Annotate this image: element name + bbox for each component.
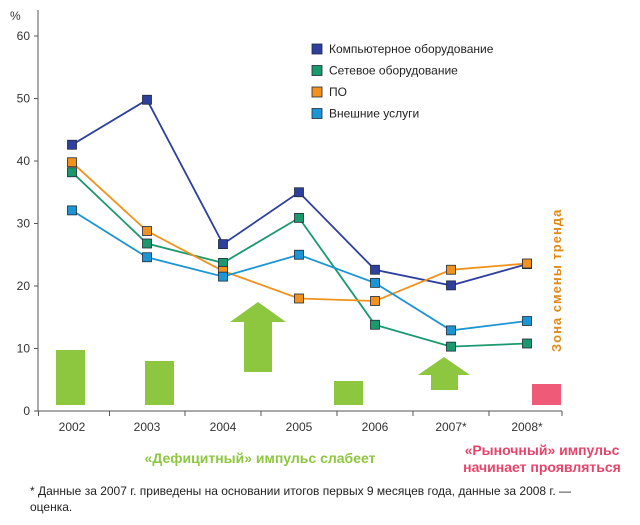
series-line bbox=[71, 209, 528, 332]
footnote: * Данные за 2007 г. приведены на основан… bbox=[30, 484, 572, 514]
data-point bbox=[142, 252, 152, 263]
deficit-bar-2006 bbox=[334, 381, 363, 405]
x-tick-label: 2005 bbox=[286, 420, 313, 434]
y-axis-ticks: 0 10 20 30 40 50 60 bbox=[17, 29, 38, 418]
x-tick-label: 2007* bbox=[435, 420, 467, 434]
y-axis-unit-label: % bbox=[10, 9, 21, 23]
legend-label: ПО bbox=[329, 85, 347, 99]
x-tick-label: 2004 bbox=[210, 420, 237, 434]
x-tick-label: 2008* bbox=[511, 420, 543, 434]
y-tick-label: 20 bbox=[17, 279, 31, 293]
legend-swatch bbox=[311, 65, 323, 76]
data-point bbox=[67, 205, 77, 216]
data-point bbox=[370, 264, 380, 275]
legend: Компьютерное оборудование Сетевое оборудо… bbox=[311, 42, 494, 121]
data-point bbox=[294, 293, 304, 304]
data-point bbox=[218, 257, 228, 268]
legend-label: Внешние услуги bbox=[329, 107, 419, 121]
market-impulse-label: «Рыночный» импульс начинает проявляться bbox=[463, 442, 621, 475]
legend-label: Компьютерное оборудование bbox=[329, 42, 494, 56]
data-point bbox=[67, 157, 77, 168]
x-tick-label: 2006 bbox=[362, 420, 389, 434]
data-point bbox=[446, 325, 456, 336]
x-tick-label: 2003 bbox=[134, 420, 161, 434]
data-point bbox=[370, 277, 380, 288]
data-point bbox=[67, 139, 77, 150]
legend-label: Сетевое оборудование bbox=[329, 64, 458, 78]
data-point bbox=[142, 226, 152, 236]
data-point bbox=[294, 249, 304, 260]
y-tick-label: 0 bbox=[23, 404, 30, 418]
data-point bbox=[294, 187, 304, 198]
data-point bbox=[370, 296, 380, 306]
data-point bbox=[522, 338, 532, 349]
data-point bbox=[522, 316, 532, 326]
impulse-markers bbox=[56, 302, 561, 405]
data-point bbox=[218, 271, 228, 282]
data-point bbox=[142, 238, 152, 249]
data-point bbox=[218, 239, 228, 250]
trend-change-zone-label: Зона смены тренда bbox=[549, 209, 564, 352]
data-point bbox=[370, 319, 380, 330]
y-tick-label: 10 bbox=[17, 342, 31, 356]
y-tick-label: 60 bbox=[17, 29, 31, 43]
data-point bbox=[522, 258, 532, 269]
legend-swatch bbox=[311, 108, 323, 119]
y-tick-label: 30 bbox=[17, 217, 31, 231]
series-line bbox=[71, 161, 528, 302]
legend-swatch bbox=[311, 43, 323, 55]
x-tick-label: 2002 bbox=[59, 420, 86, 434]
axes: % 2002 2003 2004 2005 2006 2007* 2008* bbox=[10, 9, 563, 434]
data-point bbox=[446, 280, 456, 291]
y-tick-label: 40 bbox=[17, 154, 31, 168]
data-point bbox=[294, 212, 304, 223]
deficit-bar-2003 bbox=[145, 361, 174, 405]
deficit-up-arrow-2004 bbox=[230, 302, 286, 372]
data-point bbox=[446, 264, 456, 275]
series-points bbox=[67, 94, 532, 352]
data-point bbox=[142, 94, 152, 105]
y-tick-label: 50 bbox=[17, 92, 31, 106]
market-bar-2008 bbox=[532, 384, 561, 405]
data-point bbox=[67, 167, 77, 178]
legend-swatch bbox=[311, 86, 323, 98]
deficit-impulse-label: «Дефицитный» импульс слабеет bbox=[144, 450, 376, 466]
series-lines bbox=[71, 98, 528, 348]
deficit-bar-2002 bbox=[56, 350, 85, 405]
deficit-up-arrow-2007 bbox=[418, 357, 470, 390]
data-point bbox=[446, 341, 456, 352]
